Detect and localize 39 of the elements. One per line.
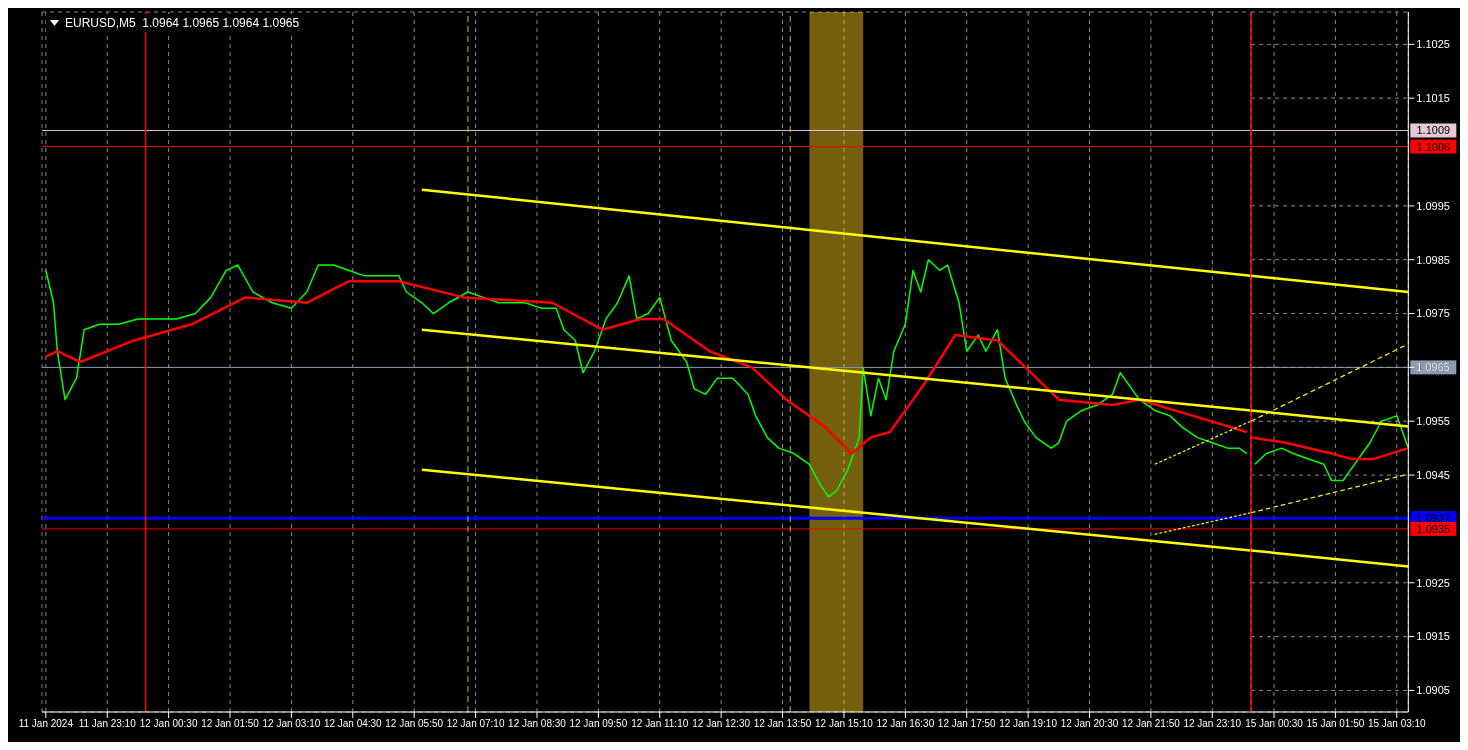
x-tick-label: 12 Jan 17:50: [937, 718, 997, 730]
x-tick-label: 12 Jan 01:50: [201, 718, 260, 730]
x-tick-label: 12 Jan 07:10: [446, 718, 505, 730]
x-tick-label: 11 Jan 23:10: [78, 718, 137, 730]
x-tick-label: 12 Jan 21:50: [1122, 718, 1181, 730]
x-tick-label: 12 Jan 19:10: [999, 718, 1058, 730]
ref-line-label: 1.1009: [1416, 124, 1450, 137]
x-tick-label: 12 Jan 15:10: [815, 718, 874, 730]
y-tick-label: 1.0975: [1415, 307, 1450, 320]
ref-line-label: 1.1006: [1416, 140, 1450, 153]
x-tick-label: 12 Jan 05:50: [385, 718, 444, 730]
x-tick-label: 12 Jan 09:50: [569, 718, 628, 730]
x-tick-label: 12 Jan 20:30: [1060, 718, 1119, 730]
x-tick-label: 12 Jan 13:50: [753, 718, 812, 730]
ref-line-label: 1.0937: [1416, 512, 1450, 525]
y-tick-label: 1.0955: [1415, 415, 1450, 428]
y-tick-label: 1.0905: [1415, 684, 1450, 697]
y-tick-label: 1.0985: [1415, 253, 1450, 266]
chart-title: EURUSD,M5 1.0964 1.0965 1.0964 1.0965: [65, 16, 300, 30]
x-tick-label: 11 Jan 2024: [18, 718, 74, 730]
y-tick-label: 1.0925: [1415, 576, 1450, 589]
y-tick-label: 1.0995: [1415, 199, 1450, 212]
y-tick-label: 1.1025: [1415, 38, 1450, 51]
x-tick-label: 12 Jan 00:30: [139, 718, 198, 730]
x-tick-label: 12 Jan 08:30: [508, 718, 567, 730]
x-tick-label: 15 Jan 01:50: [1306, 718, 1365, 730]
x-tick-label: 12 Jan 04:30: [323, 718, 383, 730]
x-tick-label: 12 Jan 11:10: [631, 718, 689, 730]
y-tick-label: 1.0915: [1415, 630, 1450, 643]
x-tick-label: 12 Jan 23:10: [1183, 718, 1242, 730]
y-tick-label: 1.0965: [1415, 361, 1450, 374]
x-tick-label: 15 Jan 00:30: [1244, 718, 1303, 730]
x-tick-label: 12 Jan 12:30: [692, 718, 751, 730]
ref-line-label: 1.0935: [1416, 522, 1450, 535]
x-tick-label: 12 Jan 16:30: [876, 718, 935, 730]
x-tick-label: 15 Jan 03:10: [1367, 718, 1426, 730]
x-tick-label: 12 Jan 03:10: [262, 718, 321, 730]
y-tick-label: 1.1015: [1415, 92, 1450, 105]
y-tick-label: 1.0945: [1415, 468, 1450, 481]
